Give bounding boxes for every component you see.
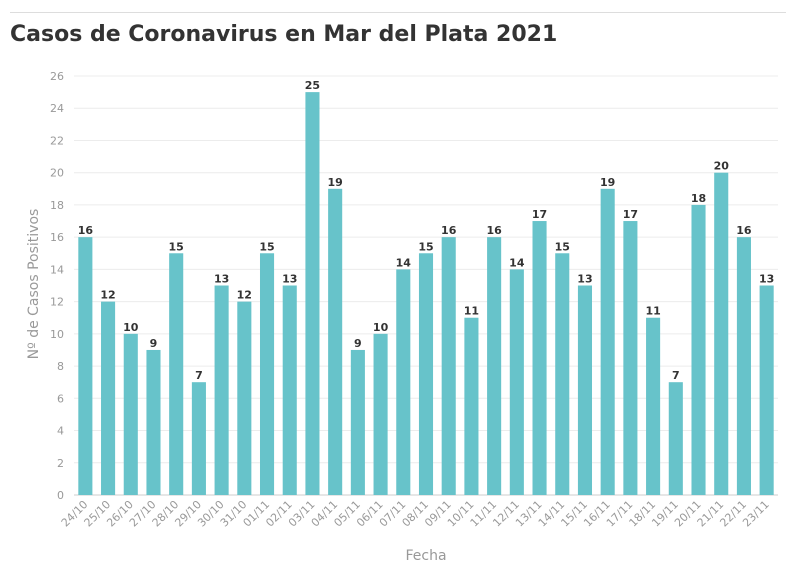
gridlines: [74, 75, 778, 496]
bar-value-label: 16: [78, 224, 94, 237]
bar-value-label: 13: [214, 273, 229, 286]
bar: [464, 317, 479, 495]
bar-value-label: 17: [623, 208, 638, 221]
bar: [146, 349, 161, 495]
bar: [305, 92, 320, 495]
x-tick-label: 23/11: [740, 498, 772, 530]
bar-value-label: 20: [714, 160, 730, 173]
bar: [714, 172, 729, 495]
bar-value-label: 17: [532, 208, 547, 221]
bar-value-label: 9: [150, 337, 158, 350]
bar-value-label: 25: [305, 79, 320, 92]
bar: [373, 333, 388, 495]
bar: [259, 253, 275, 495]
bar: [169, 253, 184, 495]
bar: [191, 382, 206, 495]
y-tick-label: 24: [50, 102, 64, 115]
y-tick-label: 12: [50, 296, 64, 309]
y-tick-label: 0: [57, 489, 64, 502]
y-tick-label: 2: [57, 457, 64, 470]
bar: [328, 188, 343, 496]
bar-value-label: 18: [691, 192, 706, 205]
bar-value-label: 12: [100, 289, 115, 302]
bar-value-label: 19: [600, 176, 615, 189]
bar: [736, 237, 751, 495]
bar-value-label: 15: [418, 240, 433, 253]
bar-value-label: 14: [509, 256, 525, 269]
y-axis-title: Nº de Casos Positivos: [26, 209, 42, 360]
bar: [396, 269, 411, 495]
bar: [78, 237, 93, 495]
y-tick-label: 22: [50, 134, 64, 147]
bar-labels: 16 12 10 9 15 7 13 12 15 13 25 19 9 10 14 15 16 11 16 14 17 1…: [78, 79, 775, 382]
bar-value-label: 11: [464, 305, 479, 318]
y-tick-label: 6: [57, 392, 64, 405]
bar-value-label: 16: [736, 224, 752, 237]
bar-value-label: 11: [645, 305, 660, 318]
bar-value-label: 15: [259, 240, 274, 253]
bar: [350, 349, 365, 495]
y-tick-label: 20: [50, 167, 64, 180]
bar: [487, 237, 502, 495]
bar: [123, 333, 138, 495]
y-tick-label: 10: [50, 328, 64, 341]
bar-value-label: 15: [169, 240, 184, 253]
bar-value-label: 13: [577, 273, 592, 286]
bar: [577, 285, 593, 495]
y-tick-label: 4: [57, 425, 64, 438]
bar-value-label: 10: [123, 321, 139, 334]
bars: [78, 92, 774, 496]
bar: [214, 285, 229, 495]
bar-value-label: 7: [195, 369, 203, 382]
bar: [532, 221, 547, 496]
bar-value-label: 19: [328, 176, 343, 189]
bar: [441, 237, 456, 495]
bar: [555, 253, 570, 495]
x-axis-ticks: 24/1025/1026/1027/1028/1029/1030/1031/10…: [59, 498, 772, 530]
bar: [623, 221, 638, 496]
top-divider: [10, 12, 786, 13]
y-tick-label: 8: [57, 360, 64, 373]
bar: [237, 301, 252, 495]
bar: [668, 382, 683, 495]
y-tick-label: 26: [50, 70, 64, 83]
x-axis-title: Fecha: [405, 548, 446, 564]
bar-value-label: 10: [373, 321, 389, 334]
y-tick-label: 16: [50, 231, 64, 244]
bar: [646, 317, 661, 495]
bar: [691, 204, 706, 495]
bar-value-label: 9: [354, 337, 362, 350]
bar-value-label: 7: [672, 369, 680, 382]
bar-value-label: 16: [441, 224, 457, 237]
bar-value-label: 15: [555, 240, 570, 253]
bar: [282, 285, 297, 495]
bar-value-label: 12: [237, 289, 252, 302]
y-tick-label: 14: [50, 263, 64, 276]
bar-value-label: 14: [396, 256, 412, 269]
bar: [759, 285, 774, 495]
bar: [418, 253, 434, 495]
bar-value-label: 13: [759, 273, 774, 286]
y-tick-label: 18: [50, 199, 64, 212]
bar: [509, 269, 524, 495]
bar: [600, 188, 615, 496]
bar: [101, 301, 116, 495]
bar-value-label: 16: [486, 224, 502, 237]
chart-title: Casos de Coronavirus en Mar del Plata 20…: [10, 22, 558, 47]
bar-value-label: 13: [282, 273, 297, 286]
